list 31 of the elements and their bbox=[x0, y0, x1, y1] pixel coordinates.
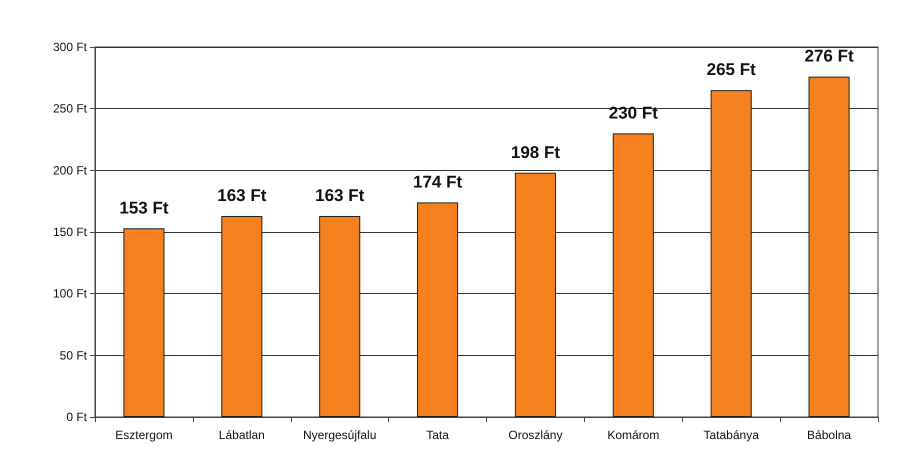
x-tick-label: Komárom bbox=[607, 428, 660, 442]
x-tick-label: Oroszlány bbox=[508, 428, 562, 442]
x-tick-label: Nyergesújfalu bbox=[303, 428, 376, 442]
data-label: 153 Ft bbox=[119, 198, 169, 218]
bar bbox=[417, 202, 458, 417]
bar bbox=[808, 76, 850, 417]
y-tick-label: 50 Ft bbox=[60, 348, 88, 362]
bar bbox=[319, 216, 360, 417]
data-label: 276 Ft bbox=[804, 46, 854, 66]
bar bbox=[612, 133, 654, 417]
data-label: 198 Ft bbox=[510, 142, 560, 162]
bar bbox=[514, 172, 556, 417]
y-tick-label: 150 Ft bbox=[52, 225, 88, 239]
data-label: 163 Ft bbox=[217, 186, 267, 205]
x-tick-label: Bábolna bbox=[807, 428, 852, 442]
y-tick-label: 0 Ft bbox=[66, 410, 88, 424]
x-tick-label: Tatabánya bbox=[703, 428, 760, 442]
data-label: 174 Ft bbox=[412, 172, 462, 192]
x-tick-label: Lábatlan bbox=[218, 428, 265, 442]
x-tick-label: Esztergom bbox=[115, 428, 173, 442]
data-label: 230 Ft bbox=[608, 103, 658, 122]
y-tick-label: 200 Ft bbox=[52, 163, 88, 178]
y-tick-label: 100 Ft bbox=[52, 286, 88, 301]
x-tick-label: Tata bbox=[426, 428, 450, 442]
y-tick-label: 250 Ft bbox=[52, 102, 88, 116]
bar bbox=[221, 216, 262, 417]
data-label: 265 Ft bbox=[706, 60, 756, 80]
data-label: 163 Ft bbox=[315, 186, 365, 205]
bar bbox=[123, 228, 164, 417]
bar bbox=[710, 90, 752, 417]
y-tick-label: 300 Ft bbox=[52, 40, 88, 54]
